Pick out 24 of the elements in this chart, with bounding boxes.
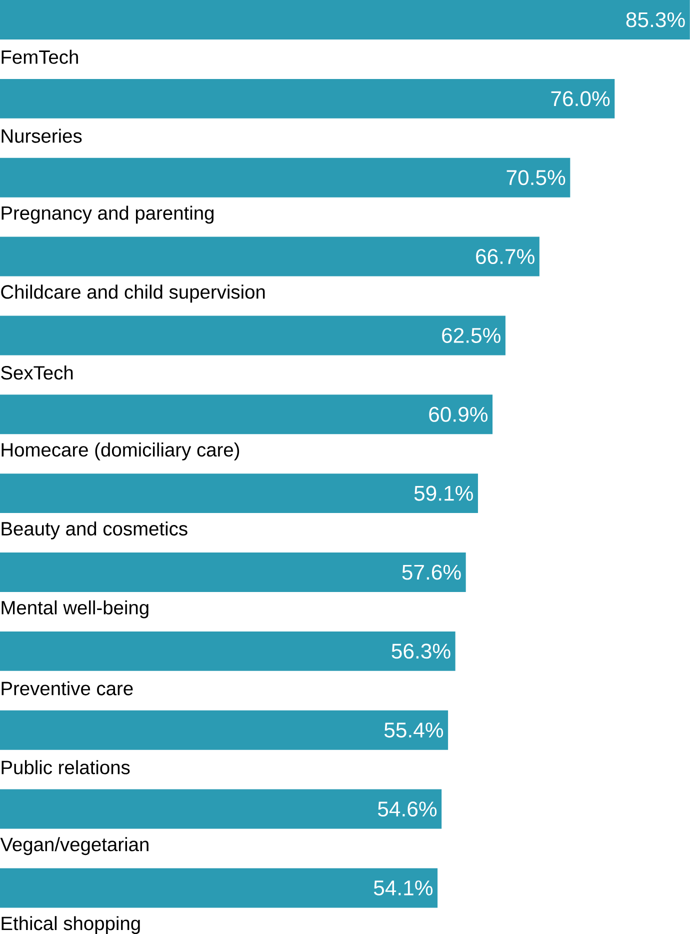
y-tick-label: Vegan/vegetarian bbox=[0, 837, 148, 856]
y-tick-label: Nurseries bbox=[2, 128, 82, 143]
data-label: 57.6% bbox=[402, 564, 461, 580]
data-label: 54.6% bbox=[378, 802, 437, 817]
y-tick-label: Childcare and child supervision bbox=[1, 284, 265, 303]
data-label: 62.5% bbox=[442, 328, 501, 343]
data-label: 55.4% bbox=[384, 722, 444, 738]
data-label: 59.1% bbox=[414, 486, 474, 501]
data-label: 66.7% bbox=[476, 249, 534, 264]
data-label: 60.9% bbox=[429, 406, 488, 422]
data-label: 70.5% bbox=[506, 170, 566, 186]
y-tick-label: Public relations bbox=[2, 760, 130, 774]
y-tick-label: FemTech bbox=[2, 50, 78, 64]
data-label: 85.3% bbox=[626, 12, 685, 28]
data-label: 76.0% bbox=[551, 91, 610, 106]
y-tick-label: Pregnancy and parenting bbox=[2, 206, 214, 224]
y-tick-label: SexTech bbox=[1, 366, 73, 380]
y-tick-label: Mental well-being bbox=[2, 600, 148, 618]
data-label: 54.1% bbox=[374, 880, 433, 896]
data-label: 56.3% bbox=[392, 644, 450, 659]
y-tick-label: Beauty and cosmetics bbox=[2, 521, 188, 540]
y-tick-label: Ethical shopping bbox=[2, 916, 140, 934]
y-tick-label: Homecare (domiciliary care) bbox=[2, 442, 240, 460]
y-tick-label: Preventive care bbox=[2, 681, 133, 696]
